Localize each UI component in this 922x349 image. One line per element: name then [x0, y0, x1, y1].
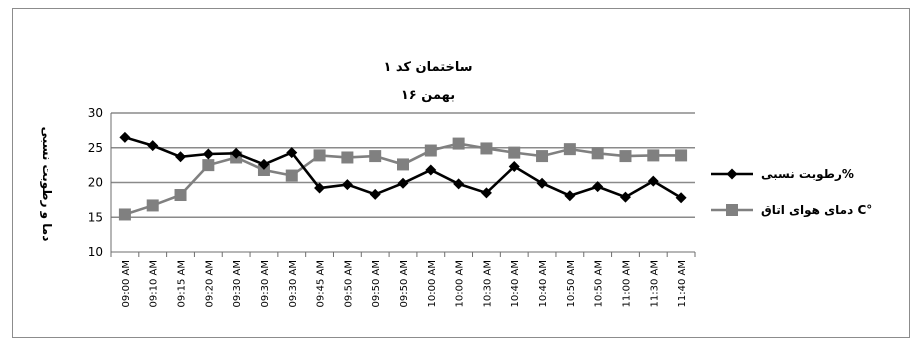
data-point [480, 187, 492, 199]
data-point [453, 178, 465, 190]
data-point [619, 191, 631, 203]
data-point [564, 190, 576, 202]
data-point [591, 147, 604, 160]
data-point [397, 158, 409, 171]
data-point [647, 149, 660, 162]
x-tick-label: 09:45 AM [316, 260, 327, 307]
legend-label: دمای هوای اتاق C° [761, 203, 872, 218]
legend-swatch-marker [726, 168, 738, 180]
data-point [313, 149, 326, 162]
x-tick-label: 09:50 AM [371, 260, 382, 307]
data-point [508, 161, 520, 173]
data-point [563, 143, 576, 156]
y-tick-label: 10 [88, 245, 103, 259]
series-1 [119, 131, 687, 204]
x-tick-label: 10:40 AM [510, 260, 521, 307]
x-tick-label: 09:15 AM [177, 260, 188, 307]
data-point [286, 147, 298, 159]
line-chart: ساختمان کد ۱ ۱۶ بهمن دما و رطوبت نسبی 10… [39, 60, 872, 307]
x-tick-label: 09:00 AM [121, 260, 132, 307]
data-point [675, 149, 688, 162]
data-point [285, 169, 298, 182]
data-point [675, 192, 687, 204]
chart-title: ساختمان کد ۱ [383, 60, 472, 75]
data-point [147, 140, 159, 152]
data-point [230, 147, 242, 159]
data-point [592, 181, 604, 193]
legend-entry-2: دمای هوای اتاق C° [711, 203, 872, 218]
y-tick-label: 30 [88, 106, 103, 120]
data-point [341, 151, 354, 164]
x-tick-label: 10:00 AM [427, 260, 438, 307]
data-point [397, 177, 409, 189]
x-tick-label: 11:00 AM [621, 260, 632, 307]
data-point [647, 175, 659, 187]
data-point [202, 159, 215, 172]
x-tick-label: 10:50 AM [566, 260, 577, 307]
data-point [146, 199, 159, 212]
y-tick-label: 15 [88, 210, 103, 224]
x-tick-label: 09:30 AM [260, 260, 271, 307]
data-point [119, 131, 131, 143]
data-point [118, 208, 131, 221]
chart-frame: ساختمان کد ۱ ۱۶ بهمن دما و رطوبت نسبی 10… [12, 8, 910, 338]
data-point [369, 150, 382, 163]
legend-label: رطوبت نسبی% [761, 167, 854, 182]
x-tick-label: 09:50 AM [399, 260, 410, 307]
x-tick-label: 09:50 AM [343, 260, 354, 307]
x-tick-label: 10:30 AM [482, 260, 493, 307]
data-point [175, 151, 187, 163]
data-point [314, 182, 326, 194]
x-tick-label: 09:20 AM [204, 260, 215, 307]
y-axis-label: دما و رطوبت نسبی [39, 127, 54, 242]
x-tick-label: 09:30 AM [288, 260, 299, 307]
data-point [425, 164, 437, 176]
data-point [202, 148, 214, 160]
y-tick-label: 20 [88, 176, 103, 190]
data-point [619, 150, 632, 163]
x-tick-label: 10:00 AM [455, 260, 466, 307]
x-tick-label: 10:50 AM [594, 260, 605, 307]
data-point [536, 177, 548, 189]
data-point [258, 158, 270, 170]
x-tick-label: 10:40 AM [538, 260, 549, 307]
x-tick-label: 11:30 AM [649, 260, 660, 307]
chart-subtitle: ۱۶ بهمن [401, 88, 455, 103]
data-point [174, 189, 187, 202]
data-point [536, 150, 549, 163]
series-2 [118, 137, 688, 221]
data-point [257, 163, 270, 176]
x-tick-label: 09:10 AM [149, 260, 160, 307]
legend-swatch-marker [726, 204, 738, 216]
y-tick-label: 25 [88, 141, 103, 155]
x-tick-label: 11:40 AM [677, 260, 688, 307]
data-point [341, 179, 353, 191]
data-point [424, 144, 437, 157]
data-point [452, 137, 465, 150]
data-point [508, 146, 521, 159]
data-point [480, 142, 493, 155]
x-tick-label: 09:30 AM [232, 260, 243, 307]
data-point [369, 188, 381, 200]
legend-entry-1: رطوبت نسبی% [711, 167, 854, 182]
